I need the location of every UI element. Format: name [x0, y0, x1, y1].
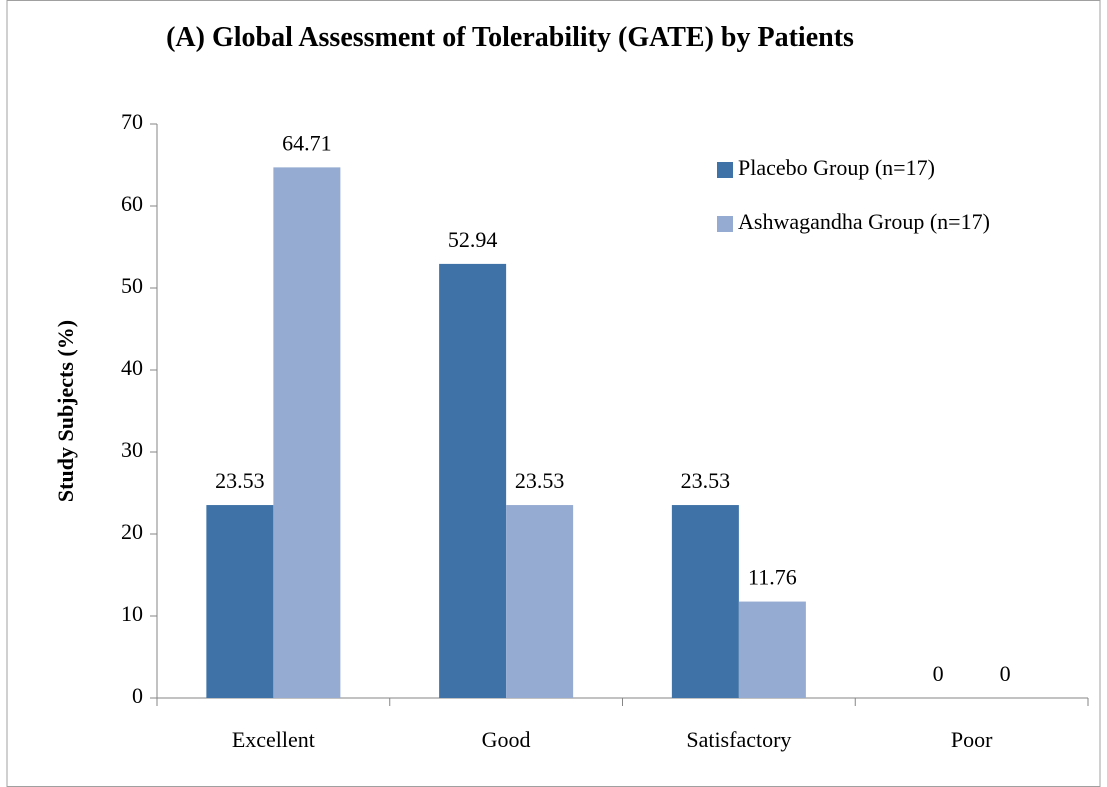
legend-label: Ashwagandha Group (n=17)	[738, 209, 990, 234]
y-tick-label: 40	[121, 355, 143, 380]
value-label: 64.71	[282, 130, 332, 155]
value-label: 23.53	[681, 468, 731, 493]
y-tick-label: 60	[121, 191, 143, 216]
bar	[738, 601, 806, 698]
bar	[273, 167, 341, 699]
y-tick-label: 10	[121, 601, 143, 626]
value-label: 52.94	[448, 227, 498, 252]
chart-title: (A) Global Assessment of Tolerability (G…	[166, 22, 854, 53]
value-label: 0	[1000, 661, 1011, 686]
bar	[206, 505, 274, 698]
legend-swatch	[717, 216, 733, 232]
y-tick-label: 30	[121, 437, 143, 462]
value-label: 11.76	[748, 565, 797, 590]
legend-label: Placebo Group (n=17)	[738, 155, 935, 180]
x-tick-label: Excellent	[232, 727, 315, 752]
bar	[506, 505, 574, 698]
x-tick-label: Good	[482, 727, 531, 752]
x-tick-label: Poor	[951, 727, 993, 752]
y-axis-label: Study Subjects (%)	[53, 320, 78, 502]
value-label: 0	[933, 661, 944, 686]
x-tick-label: Satisfactory	[686, 727, 791, 752]
value-label: 23.53	[515, 468, 565, 493]
value-label: 23.53	[215, 468, 265, 493]
legend-swatch	[717, 162, 733, 178]
y-tick-label: 70	[121, 109, 143, 134]
y-tick-label: 20	[121, 519, 143, 544]
y-tick-label: 50	[121, 273, 143, 298]
bar	[439, 263, 507, 698]
bar	[671, 505, 739, 698]
y-tick-label: 0	[132, 683, 143, 708]
